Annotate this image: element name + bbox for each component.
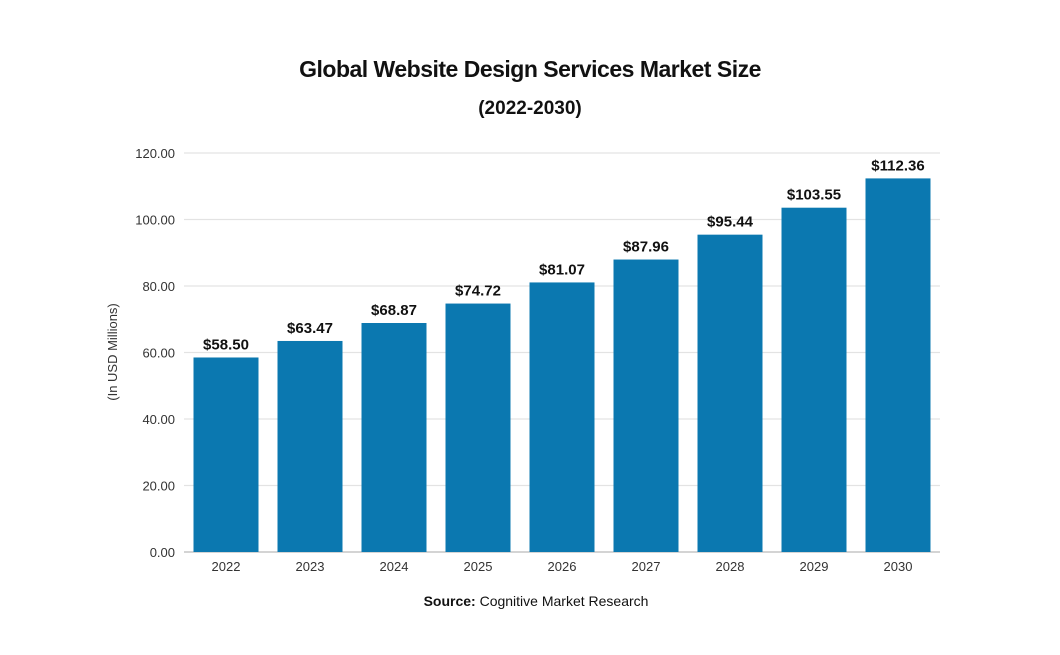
x-tick-label: 2030 — [884, 559, 913, 574]
y-tick-label: 40.00 — [142, 412, 175, 427]
data-label: $112.36 — [871, 157, 924, 174]
bar-2025 — [445, 303, 511, 552]
data-label: $81.07 — [539, 261, 585, 278]
data-label: $87.96 — [623, 239, 669, 256]
chart-title: Global Website Design Services Market Si… — [299, 56, 761, 82]
y-tick-label: 60.00 — [142, 346, 175, 361]
bar-2030 — [865, 178, 931, 552]
data-label: $58.50 — [203, 336, 249, 353]
x-tick-label: 2024 — [380, 559, 409, 574]
data-label: $63.47 — [287, 320, 333, 337]
y-tick-label: 0.00 — [150, 545, 175, 560]
data-label: $74.72 — [455, 283, 501, 300]
y-tick-label: 100.00 — [135, 213, 175, 228]
bar-2022 — [193, 357, 259, 552]
y-tick-label: 120.00 — [135, 146, 175, 161]
bar-2027 — [613, 259, 679, 552]
x-tick-label: 2025 — [464, 559, 493, 574]
y-tick-label: 80.00 — [142, 279, 175, 294]
data-label: $68.87 — [371, 302, 417, 319]
x-tick-label: 2022 — [212, 559, 241, 574]
y-tick-label: 20.00 — [142, 479, 175, 494]
data-label: $103.55 — [787, 187, 841, 204]
y-axis-label: (In USD Millions) — [105, 303, 120, 401]
x-tick-label: 2028 — [716, 559, 745, 574]
source-label: Source: — [423, 593, 476, 609]
bar-2028 — [697, 234, 763, 553]
bar-2024 — [361, 323, 427, 552]
bar-2023 — [277, 340, 343, 552]
x-tick-label: 2023 — [296, 559, 325, 574]
source-text: Cognitive Market Research — [479, 593, 649, 609]
chart-subtitle: (2022-2030) — [478, 98, 582, 119]
source-note: Source: Cognitive Market Research — [0, 593, 1060, 609]
bar-2029 — [781, 207, 847, 553]
x-tick-label: 2027 — [632, 559, 661, 574]
x-tick-label: 2029 — [800, 559, 829, 574]
x-tick-label: 2026 — [548, 559, 577, 574]
bar-2026 — [529, 282, 595, 552]
data-label: $95.44 — [707, 214, 754, 231]
